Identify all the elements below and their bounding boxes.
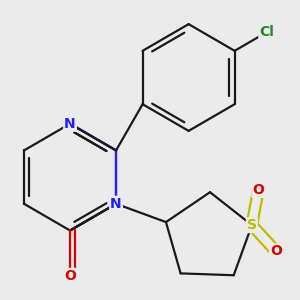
- Text: O: O: [64, 269, 76, 283]
- Text: O: O: [253, 183, 264, 197]
- Text: Cl: Cl: [260, 25, 274, 39]
- Text: O: O: [270, 244, 282, 259]
- Text: N: N: [64, 117, 76, 131]
- Text: N: N: [110, 197, 122, 211]
- Text: S: S: [247, 218, 257, 232]
